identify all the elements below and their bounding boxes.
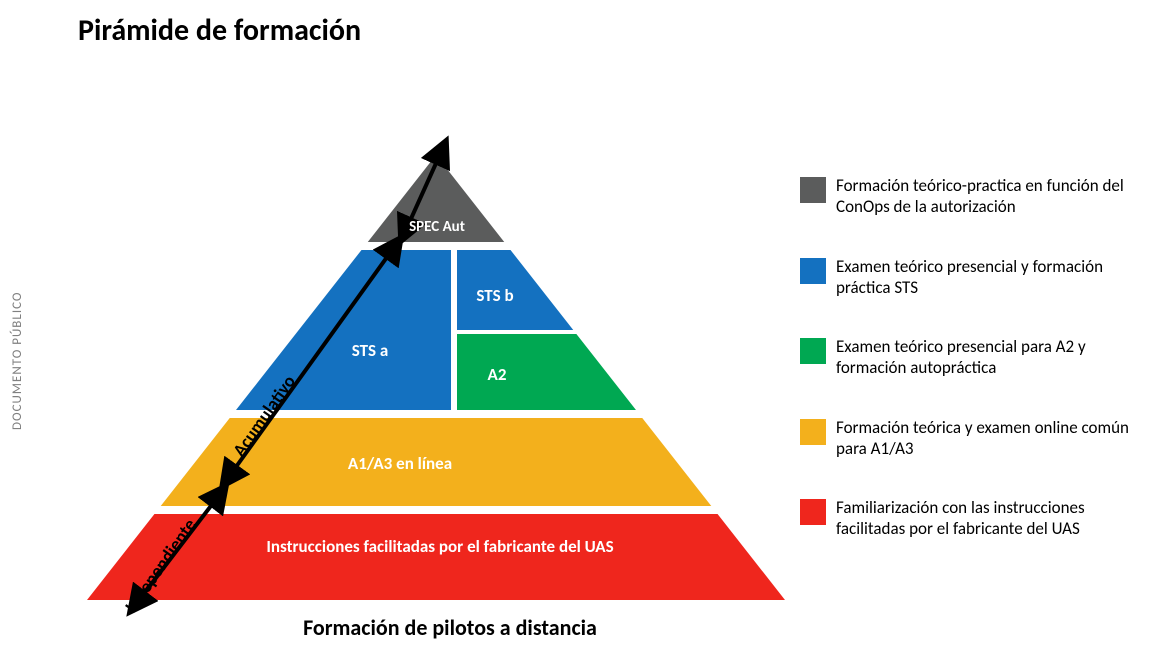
pyramid-label-a2: A2: [472, 364, 522, 385]
legend-text: Examen teórico presencial para A2 y form…: [836, 336, 1150, 379]
legend-item: Formación teórico-practica en función de…: [800, 175, 1150, 218]
subtitle: Formación de pilotos a distancia: [240, 614, 660, 641]
legend-swatch: [800, 177, 826, 203]
legend-item: Formación teórica y examen online común …: [800, 417, 1150, 460]
pyramid-label-base: Instrucciones facilitadas por el fabrica…: [250, 536, 630, 557]
pyramid-label-sts-a: STS a: [330, 340, 410, 361]
legend-swatch: [800, 258, 826, 284]
pyramid-label-sts-b: STS b: [460, 285, 530, 306]
legend-text: Familiarización con las instrucciones fa…: [836, 497, 1150, 540]
pyramid-label-a1a3: A1/A3 en línea: [300, 453, 500, 474]
legend-text: Examen teórico presencial y formación pr…: [836, 256, 1150, 299]
legend-swatch: [800, 338, 826, 364]
legend-text: Formación teórica y examen online común …: [836, 417, 1150, 460]
legend-swatch: [800, 499, 826, 525]
legend: Formación teórico-practica en función de…: [800, 175, 1150, 578]
legend-text: Formación teórico-practica en función de…: [836, 175, 1150, 218]
legend-item: Examen teórico presencial para A2 y form…: [800, 336, 1150, 379]
legend-item: Familiarización con las instrucciones fa…: [800, 497, 1150, 540]
pyramid-label-spec-aut: SPEC Aut: [395, 218, 479, 236]
legend-swatch: [800, 419, 826, 445]
legend-item: Examen teórico presencial y formación pr…: [800, 256, 1150, 299]
